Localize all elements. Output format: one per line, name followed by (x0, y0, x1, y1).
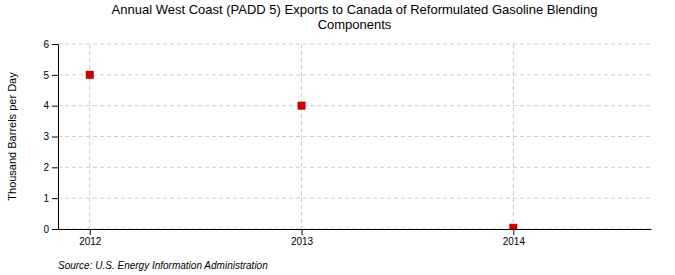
tick-mark (52, 229, 58, 230)
axis-line (59, 229, 652, 230)
x-axis: 2012 2013 2014 (59, 229, 652, 247)
point (86, 71, 94, 79)
tick-label: 2013 (291, 236, 314, 247)
grid (58, 44, 651, 229)
tick-label: 6 (43, 39, 49, 50)
tick-mark (90, 229, 91, 235)
grid-line (58, 74, 651, 75)
plot: 2012 2013 2014 0 1 2 3 4 5 6 (43, 39, 651, 247)
source: Source: U.S. Energy Information Administ… (58, 260, 268, 271)
tick-mark (52, 198, 58, 199)
tick-mark (52, 137, 58, 138)
tick-mark (52, 44, 58, 45)
grid-line (58, 44, 651, 45)
axis-line (58, 45, 59, 230)
tick: 4 (43, 100, 58, 111)
points (86, 71, 518, 229)
point (298, 102, 306, 110)
y-axis-title: Thousand Barrels per Day (6, 72, 18, 201)
grid-line (58, 105, 651, 106)
point (509, 224, 517, 229)
grid-line (58, 167, 651, 168)
tick-label: 0 (43, 224, 49, 235)
tick-mark (302, 229, 303, 235)
tick: 5 (43, 70, 58, 81)
title-line: Annual West Coast (PADD 5) Exports to Ca… (112, 2, 598, 17)
tick-label: 4 (43, 100, 49, 111)
y-axis: 0 1 2 3 4 5 6 (43, 39, 58, 235)
tick-mark (52, 167, 58, 168)
grid-line (301, 44, 302, 229)
chart: 2012 2013 2014 0 1 2 3 4 5 6 Thousand Barrels per … (0, 0, 675, 275)
tick-label: 1 (43, 193, 49, 204)
tick-mark (52, 75, 58, 76)
tick: 3 (43, 131, 58, 142)
tick-label: 2014 (503, 236, 526, 247)
tick-mark (513, 229, 514, 235)
tick: 6 (43, 39, 58, 50)
tick: 2014 (503, 229, 526, 247)
tick-label: 5 (43, 70, 49, 81)
tick: 2 (43, 162, 58, 173)
title-line: Components (318, 17, 392, 32)
tick: 1 (43, 193, 58, 204)
title: Annual West Coast (PADD 5) Exports to Ca… (112, 2, 598, 32)
tick-label: 2 (43, 162, 49, 173)
tick: 0 (43, 224, 58, 235)
grid-line (58, 136, 651, 137)
tick-mark (52, 106, 58, 107)
tick: 2013 (291, 229, 314, 247)
grid-line (513, 44, 514, 229)
tick-label: 2012 (79, 236, 102, 247)
grid-line (58, 198, 651, 199)
tick-label: 3 (43, 131, 49, 142)
tick: 2012 (79, 229, 102, 247)
grid-line (58, 229, 651, 230)
